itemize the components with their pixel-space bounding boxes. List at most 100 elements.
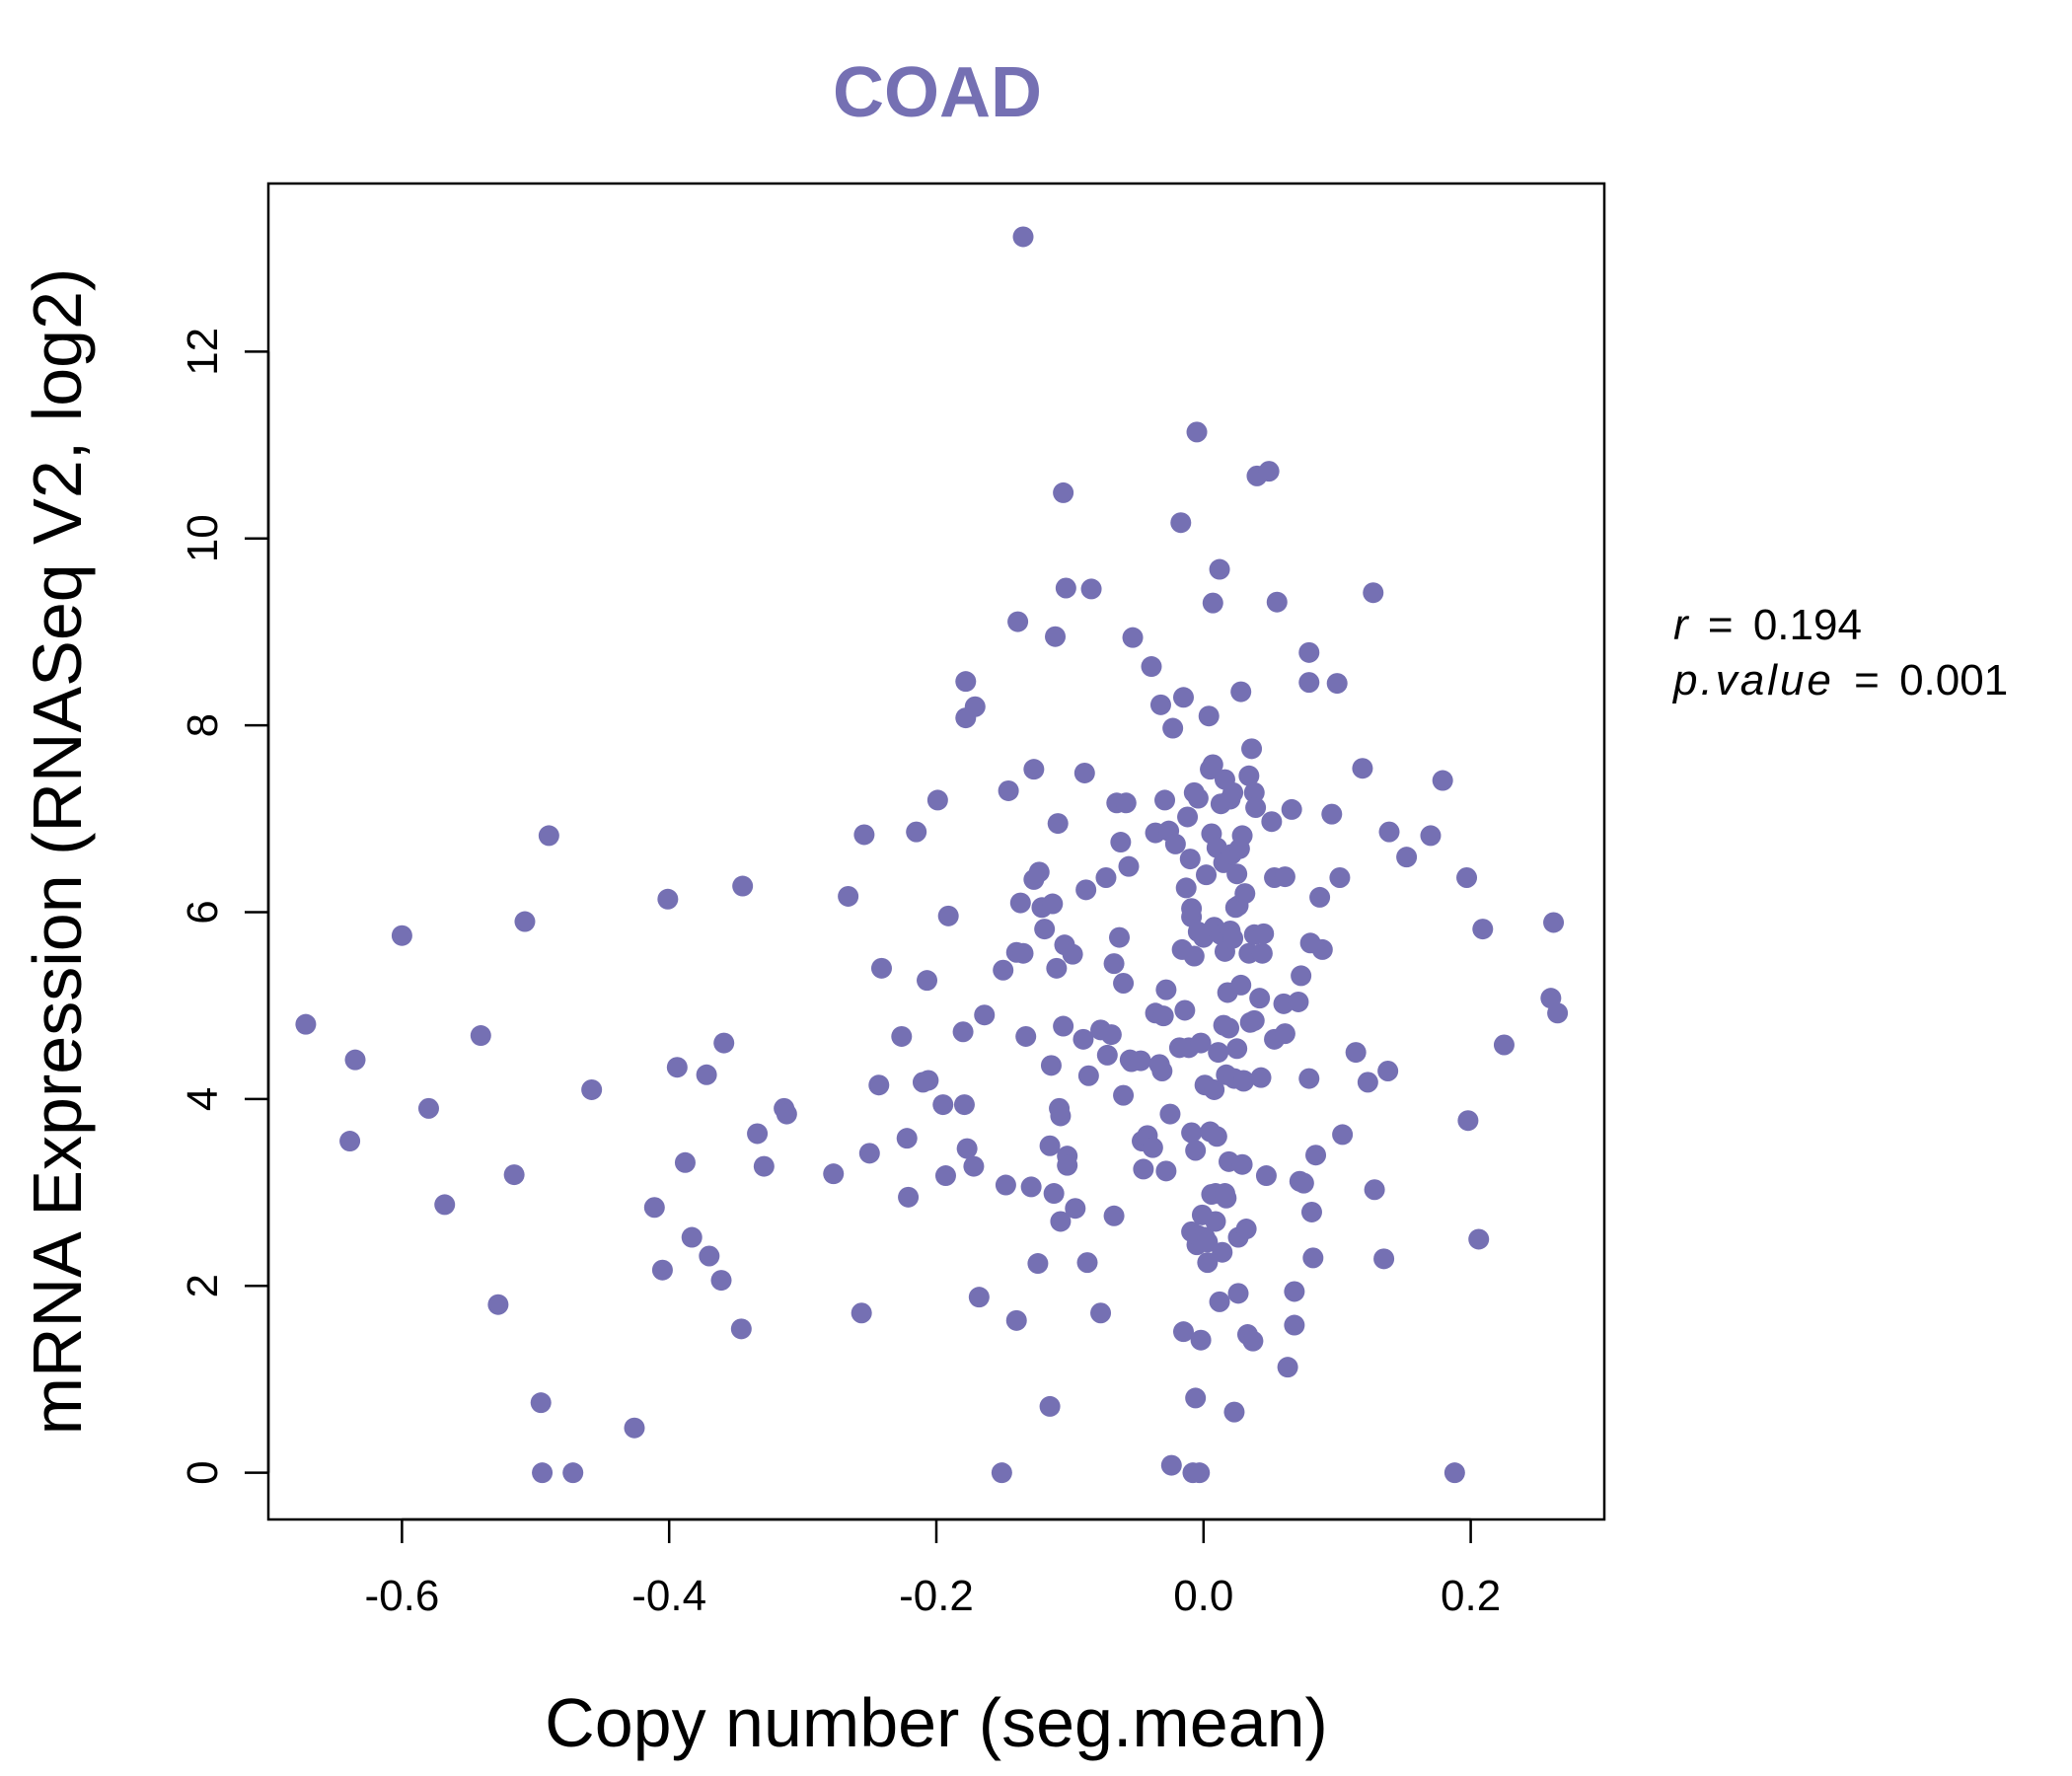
data-point [1007, 611, 1029, 632]
data-point [1352, 758, 1373, 779]
data-point [1133, 1158, 1154, 1180]
data-point [1130, 1050, 1151, 1072]
data-point [1378, 821, 1400, 843]
data-point [1226, 1038, 1248, 1060]
data-point [1373, 1248, 1395, 1270]
data-point [1363, 582, 1384, 604]
data-point [995, 1174, 1016, 1196]
data-point [1177, 806, 1199, 828]
data-point [538, 825, 559, 847]
data-point [1076, 1252, 1098, 1274]
data-point [1235, 1219, 1257, 1240]
data-point [1187, 787, 1209, 809]
correlation-annotation: r = 0.194 [1673, 601, 1862, 649]
data-point [1077, 1065, 1099, 1086]
data-point [1311, 938, 1333, 960]
data-point [1196, 864, 1218, 886]
data-point [1253, 923, 1275, 944]
pvalue-annotation: p.value = 0.001 [1671, 656, 2008, 704]
data-point [1249, 988, 1271, 1009]
data-point [1009, 892, 1031, 914]
data-point [1108, 926, 1130, 948]
data-point [1212, 1241, 1233, 1263]
data-point [1420, 825, 1442, 847]
data-point [732, 875, 754, 897]
data-point [1326, 673, 1348, 695]
data-points [295, 226, 1569, 1484]
data-point [1364, 1179, 1385, 1201]
data-point [918, 1070, 939, 1091]
data-point [776, 1103, 797, 1125]
data-point [562, 1462, 584, 1484]
p-label: p.value [1671, 656, 1834, 704]
y-tick-label: 8 [179, 713, 227, 737]
data-point [1155, 979, 1177, 1000]
data-point [1118, 855, 1140, 877]
data-point [657, 888, 679, 910]
data-point [1291, 965, 1312, 987]
data-point [1042, 893, 1064, 915]
data-point [1377, 1061, 1399, 1082]
data-point [838, 885, 859, 907]
data-point [1181, 898, 1203, 920]
data-point [1023, 759, 1045, 780]
data-point [1141, 656, 1162, 678]
data-point [1172, 1321, 1194, 1343]
data-point [1050, 1211, 1072, 1232]
data-point [956, 1138, 978, 1159]
data-point [1183, 945, 1205, 967]
data-point [1300, 1201, 1322, 1222]
data-point [681, 1226, 703, 1248]
data-point [968, 1287, 990, 1308]
data-point [1242, 1330, 1264, 1352]
data-point [1255, 1165, 1277, 1187]
data-point [1232, 1071, 1254, 1092]
data-point [1302, 1247, 1324, 1269]
data-point [1305, 1145, 1327, 1166]
data-point [1039, 1395, 1061, 1417]
chart-title: COAD [833, 53, 1042, 132]
data-point [344, 1049, 366, 1071]
data-point [666, 1057, 688, 1078]
data-point [530, 1392, 552, 1414]
data-point [1160, 1454, 1182, 1476]
data-point [434, 1194, 456, 1216]
data-point [1198, 705, 1220, 727]
data-point [674, 1151, 696, 1173]
data-point [1020, 1176, 1042, 1198]
data-point [1103, 1205, 1125, 1226]
data-point [1547, 1002, 1569, 1024]
data-point [1230, 681, 1252, 703]
x-axis: -0.6 -0.4 -0.2 0.0 0.2 [364, 1517, 1501, 1620]
data-point [1189, 1462, 1211, 1484]
data-point [974, 1004, 996, 1026]
data-point [1274, 1023, 1295, 1045]
x-tick-label: -0.2 [899, 1572, 974, 1620]
data-point [1197, 1252, 1219, 1274]
data-point [624, 1417, 645, 1439]
data-point [934, 1165, 956, 1187]
data-point [1493, 1034, 1515, 1056]
x-axis-title: Copy number (seg.mean) [545, 1684, 1328, 1761]
data-point [1170, 512, 1192, 534]
data-point [710, 1270, 732, 1292]
data-point [503, 1164, 525, 1186]
data-point [1028, 861, 1050, 883]
data-point [1164, 833, 1186, 854]
y-tick-label: 4 [179, 1087, 227, 1111]
data-point [1190, 1329, 1212, 1351]
data-point [713, 1032, 735, 1054]
data-point [1197, 1231, 1219, 1253]
data-point [1162, 717, 1184, 739]
data-point [1309, 886, 1331, 908]
data-point [1321, 803, 1343, 825]
data-point [1227, 1283, 1249, 1304]
data-point [1202, 754, 1223, 776]
data-point [1152, 1005, 1174, 1027]
data-point [932, 1094, 954, 1116]
data-point [998, 779, 1019, 801]
data-point [1222, 927, 1244, 949]
data-point [514, 911, 536, 932]
data-point [1243, 1009, 1265, 1031]
data-point [1181, 1122, 1203, 1144]
